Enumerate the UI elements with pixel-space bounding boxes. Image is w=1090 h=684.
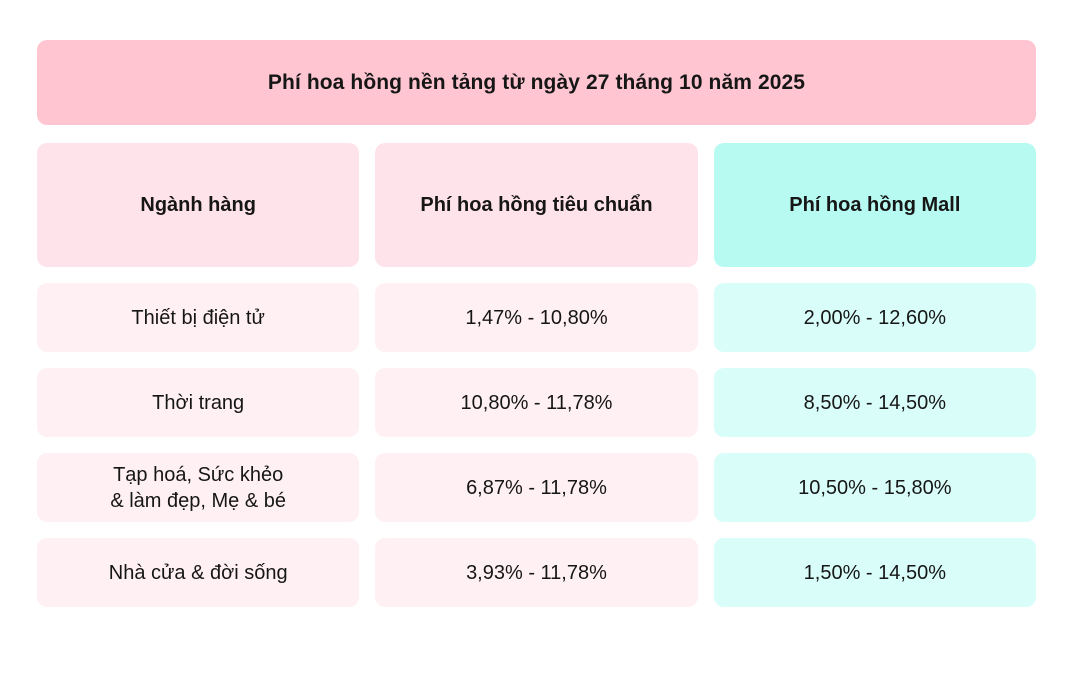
table-cell-category-electronics: Thiết bị điện tử xyxy=(37,283,360,352)
table-cell-category-home-living: Nhà cửa & đời sống xyxy=(37,538,360,607)
table-cell-standard-fee-electronics: 1,47% - 10,80% xyxy=(375,283,698,352)
column-header-category: Ngành hàng xyxy=(37,143,360,267)
category-label: Thiết bị điện tử xyxy=(131,306,265,329)
mall-fee-value: 2,00% - 12,60% xyxy=(803,306,946,329)
table-cell-category-fashion: Thời trang xyxy=(37,368,360,437)
column-header-category-label: Ngành hàng xyxy=(140,193,256,216)
page-title: Phí hoa hồng nền tảng từ ngày 27 tháng 1… xyxy=(267,70,806,94)
column-header-mall-fee: Phí hoa hồng Mall xyxy=(713,143,1036,267)
table-cell-standard-fee-home-living: 3,93% - 11,78% xyxy=(375,538,698,607)
table-cell-standard-fee-fashion: 10,80% - 11,78% xyxy=(375,368,698,437)
content-area: Phí hoa hồng nền tảng từ ngày 27 tháng 1… xyxy=(37,40,1036,607)
standard-fee-value: 1,47% - 10,80% xyxy=(465,306,608,329)
mall-fee-value: 10,50% - 15,80% xyxy=(798,476,952,499)
commission-table: Ngành hàng Phí hoa hồng tiêu chuẩn Phí h… xyxy=(37,143,1036,607)
mall-fee-value: 8,50% - 14,50% xyxy=(803,391,946,414)
category-label: Tạp hoá, Sức khẻo & làm đẹp, Mẹ & bé xyxy=(110,463,286,512)
table-cell-mall-fee-home-living: 1,50% - 14,50% xyxy=(713,538,1036,607)
mall-fee-value: 1,50% - 14,50% xyxy=(803,561,946,584)
standard-fee-value: 6,87% - 11,78% xyxy=(466,476,607,499)
column-header-mall-fee-label: Phí hoa hồng Mall xyxy=(789,193,961,216)
standard-fee-value: 10,80% - 11,78% xyxy=(460,391,613,414)
table-cell-standard-fee-grocery-health-beauty: 6,87% - 11,78% xyxy=(375,453,698,522)
title-banner: Phí hoa hồng nền tảng từ ngày 27 tháng 1… xyxy=(37,40,1036,125)
standard-fee-value: 3,93% - 11,78% xyxy=(466,561,607,584)
table-cell-mall-fee-electronics: 2,00% - 12,60% xyxy=(713,283,1036,352)
table-cell-category-grocery-health-beauty: Tạp hoá, Sức khẻo & làm đẹp, Mẹ & bé xyxy=(37,453,360,522)
table-cell-mall-fee-grocery-health-beauty: 10,50% - 15,80% xyxy=(713,453,1036,522)
column-header-standard-fee: Phí hoa hồng tiêu chuẩn xyxy=(375,143,698,267)
table-cell-mall-fee-fashion: 8,50% - 14,50% xyxy=(713,368,1036,437)
category-label: Nhà cửa & đời sống xyxy=(108,561,288,584)
category-label: Thời trang xyxy=(152,391,245,414)
column-header-standard-fee-label: Phí hoa hồng tiêu chuẩn xyxy=(420,193,653,216)
